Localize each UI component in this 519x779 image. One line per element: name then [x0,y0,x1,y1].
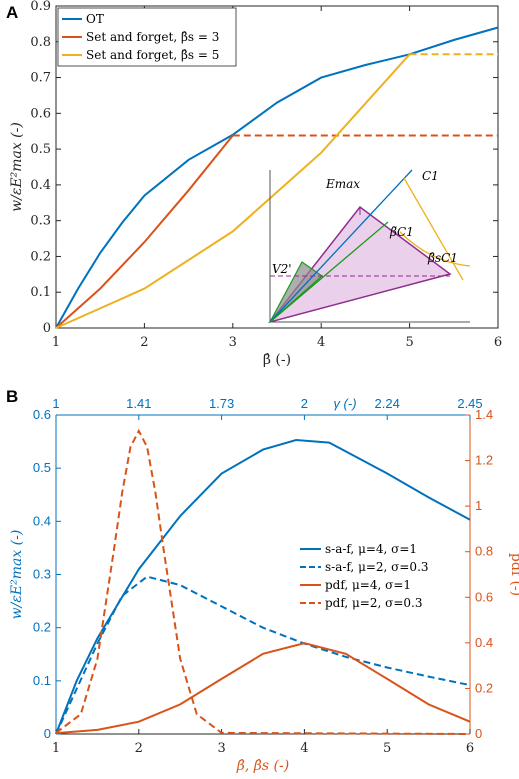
panel-b-legend-entry: s-a-f, μ=2, σ=0.3 [325,560,429,574]
panel-b-ytick-right-label: 1 [475,498,482,513]
panel-a: A 1 2 3 4 5 6 0 0.1 0.2 0.3 0.4 0.5 0.6 0.7 0.8 0.9 w/εE²… [6,0,502,368]
panel-b-xtick-label: 4 [300,741,308,756]
panel-a-ytick-label: 0.2 [30,249,51,264]
panel-b-series-line [55,642,471,735]
panel-a-ytick-label: 0 [43,321,51,336]
panel-b-ytick-right-label: 0.8 [475,544,493,559]
panel-a-legend: OT Set and forget, β̂s = 3 Set and forget,… [57,7,237,67]
panel-a-ytick-label: 0.9 [30,0,51,14]
panel-a-xtick-label: 3 [229,335,237,350]
panel-b-xtick-label: 5 [383,741,391,756]
panel-b-ytick-right-label: 0.4 [475,635,493,650]
inset-label-c1: C1 [422,169,439,183]
panel-a-series-line [55,134,234,329]
panel-a-frame [55,5,499,329]
panel-b-top-tick-label: 1 [52,396,59,411]
panel-a-ytick-label: 0.6 [30,106,51,121]
inset-triangle [268,205,452,324]
panel-a-ytick-label: 0.5 [30,142,51,157]
panel-a-legend-entry: Set and forget, β̂s = 5 [86,48,219,62]
panel-b-ytick-right-label: 0 [475,726,482,741]
panel-a-xtick-label: 6 [494,335,502,350]
panel-b-ylabel-left: w/εE²max (-) [9,530,25,620]
inset-label-bc1: β̃C1 [389,225,414,239]
panel-b-ytick-right-label: 0.2 [475,680,493,695]
inset-label-v2: V2' [272,262,292,276]
panel-b-ytick-right-label: 1.2 [475,453,493,468]
panel-b-top-tick-label: 1.73 [209,396,234,411]
panel-b-top-tick-label: 2.45 [457,396,482,411]
panel-b-ytick-right-label: 1.4 [475,407,493,422]
panel-a-series-line [55,53,411,329]
inset-bsc1-curve [399,231,471,267]
panel-b-letter: B [6,387,18,406]
panel-b-xlabel: β̂, β̂s (-) [236,758,289,774]
panel-b-ytick-left-label: 0.2 [33,620,51,635]
inset-v2-region [269,261,323,323]
panel-b-ytick-left-label: 0.4 [33,513,51,528]
panel-b-xtick-label: 1 [52,741,60,756]
panel-a-ytick-label: 0.8 [30,35,51,50]
panel-b-ytick-left-label: 0.6 [33,407,51,422]
panel-b-legend-entry: pdf, μ=4, σ=1 [325,578,411,592]
panel-b-ytick-left-label: 0 [44,726,51,741]
panel-b-ylabel-right: pdf (-) [508,553,519,596]
panel-b-series-line [55,575,471,735]
panel-a-legend-box [57,7,237,67]
panel-a-ylabel: w/εE²max (-) [9,122,25,212]
panel-b-ytick-right-label: 0.6 [475,589,493,604]
panel-b-xtick-label: 2 [135,741,143,756]
panel-b: B1 2 3 4 5 61 1.41 1.73 2 2.24 2.45γ (-)00.10.20.3… [6,387,519,774]
panel-b-top-tick-label: 2.24 [375,396,400,411]
panel-a-letter: A [6,3,18,22]
panel-b-top-tick-label: 1.41 [126,396,151,411]
panel-b-ytick-left-label: 0.1 [33,673,51,688]
inset-c1-line [269,169,413,323]
panel-a-legend-entry: OT [86,12,104,26]
panel-b-legend: s-a-f, μ=4, σ=1 s-a-f, μ=2, σ=0.3 pdf, μ=4… [300,542,429,610]
panel-a-xtick-label: 1 [52,335,60,350]
panel-a-xtick-label: 2 [140,335,148,350]
panel-b-top-tick-label: 2 [301,396,308,411]
panel-b-top-axis-label: γ (-) [333,396,356,411]
panel-a-ytick-label: 0.1 [30,285,51,300]
panel-b-xtick-label: 3 [217,741,225,756]
panel-b-legend-entry: pdf, μ=2, σ=0.3 [325,596,422,610]
panel-a-ytick-label: 0.3 [30,214,51,229]
panel-b-ytick-left-label: 0.5 [33,460,51,475]
panel-a-inset: Emax C1 β̃C1 β̂sC1 V2' [268,169,471,324]
panel-a-xlabel: β̂ (-) [263,352,291,368]
panel-b-series-line [55,428,471,735]
panel-a-xtick-label: 4 [317,335,325,350]
panel-b-xtick-label: 6 [466,741,474,756]
panel-b-ytick-left-label: 0.3 [33,567,51,582]
inset-emax-curve [403,177,464,281]
inset-bc1-line [269,221,389,323]
panel-a-ytick-label: 0.7 [30,71,51,86]
inset-label-emax: Emax [325,177,360,191]
inset-label-bsc1: β̂sC1 [427,251,458,265]
panel-a-ytick-label: 0.4 [30,178,51,193]
panel-a-xtick-label: 5 [405,335,413,350]
panel-a-legend-entry: Set and forget, β̂s = 3 [86,30,219,44]
panel-b-series-line [55,438,471,735]
panel-b-legend-entry: s-a-f, μ=4, σ=1 [325,542,417,556]
